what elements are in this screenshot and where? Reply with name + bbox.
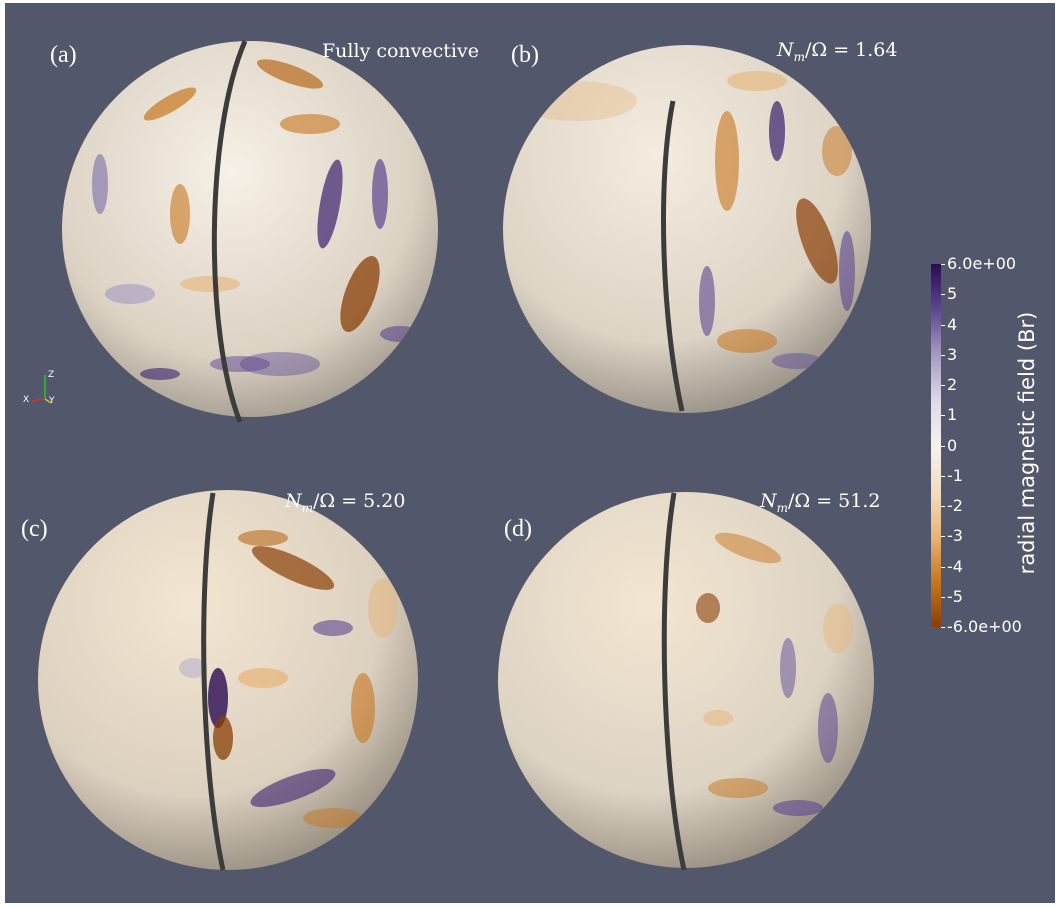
colorbar-tick-label: 5 — [947, 284, 958, 304]
colorbar-tick-label: -3 — [947, 526, 963, 546]
colorbar-tick-label: 1 — [947, 405, 958, 425]
colorbar-tick-label: 6.0e+00 — [947, 254, 1017, 273]
colorbar — [931, 264, 941, 627]
colorbar-tick-mark — [941, 475, 945, 477]
panel-b: (b) Nm/Ω = 1.64 — [497, 39, 897, 416]
colorbar-tick-mark — [941, 627, 945, 628]
panel-c: (c) Nm/Ω = 5.20 — [21, 488, 425, 873]
colorbar-tick-mark — [941, 415, 945, 417]
colorbar-tick-mark — [941, 506, 945, 507]
panel-title: Nm/Ω = 5.20 — [285, 490, 406, 515]
axis-y-label: Y — [48, 396, 55, 406]
sphere-a — [62, 40, 438, 423]
colorbar-tick-label: -6.0e+00 — [947, 617, 1022, 636]
colorbar-tick-label: -1 — [947, 465, 963, 485]
panel-label: (d) — [504, 516, 532, 542]
colorbar-tick-label: 0 — [947, 435, 958, 455]
sphere-b — [503, 45, 871, 413]
axis-x-label: X — [23, 395, 29, 405]
colorbar-tick-mark — [941, 596, 945, 598]
colorbar-tick-mark — [941, 324, 945, 326]
colorbar-tick-mark — [941, 385, 945, 386]
colorbar-tick-label: 2 — [947, 375, 958, 394]
colorbar-tick-label: 3 — [947, 344, 958, 364]
render-viewport[interactable]: (a) Fully convective — [5, 3, 1055, 903]
colorbar-tick-mark — [941, 536, 945, 538]
axis-z-label: Z — [48, 370, 54, 380]
colorbar-title: radial magnetic field (Br) — [1015, 311, 1039, 575]
panel-title: Fully convective — [322, 40, 479, 62]
orientation-axes-widget: Z X Y — [23, 370, 55, 406]
sphere-d — [498, 492, 874, 871]
panel-title: Nm/Ω = 51.2 — [760, 490, 881, 515]
panel-a: (a) Fully convective — [50, 34, 479, 424]
colorbar-tick-label: -4 — [947, 556, 963, 576]
panel-label: (b) — [511, 42, 539, 68]
colorbar-tick-mark — [941, 264, 945, 265]
panel-label: (c) — [21, 516, 48, 542]
colorbar-tick-mark — [941, 354, 945, 356]
sphere-c — [38, 490, 418, 871]
colorbar-tick-label: -5 — [947, 586, 963, 606]
colorbar-tick-label: -2 — [947, 496, 963, 515]
colorbar-tick-mark — [941, 566, 945, 568]
colorbar-tick-label: 4 — [947, 314, 958, 334]
panel-title: Nm/Ω = 1.64 — [777, 39, 898, 64]
panel-d: (d) Nm/Ω = 51.2 — [498, 488, 881, 873]
colorbar-tick-mark — [941, 445, 945, 447]
colorbar-tick-mark — [941, 294, 945, 296]
panel-label: (a) — [50, 42, 77, 68]
